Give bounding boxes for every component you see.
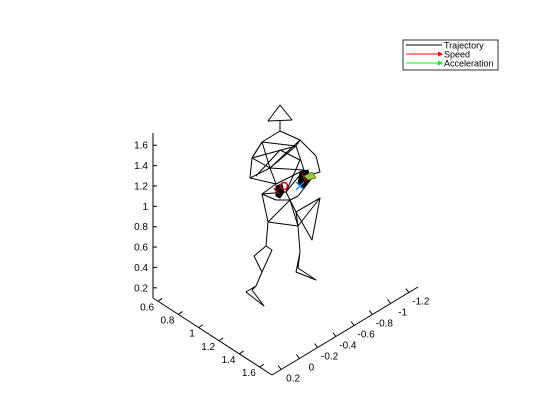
x_axis-tick-label: -1 [398, 308, 407, 319]
legend-label-acceleration: Acceleration [444, 59, 494, 69]
skeleton-leg-right [295, 225, 317, 281]
z_axis-tick-label: 0.4 [134, 263, 148, 274]
y_axis-tick-mark [239, 350, 244, 355]
z_axis-tick-label: 0.8 [134, 222, 148, 233]
z_axis-tick-label: 1.2 [134, 181, 148, 192]
skeleton-torso-e [255, 149, 301, 193]
y_axis-tick-mark [178, 311, 183, 315]
skeleton-arm-left [261, 191, 291, 201]
z_axis-tick-label: 0.2 [134, 283, 148, 294]
legend-label-trajectory: Trajectory [444, 41, 484, 51]
x_axis-tick-mark [350, 321, 355, 326]
skeleton-leg-left [245, 221, 269, 307]
x_axis-tick-mark [295, 354, 300, 359]
y_axis-tick-label: 0.6 [140, 302, 154, 313]
cross-marker [295, 181, 305, 191]
x-axis-line [271, 286, 419, 376]
x_axis-tick-label: -1.2 [412, 297, 430, 308]
y_axis-tick-mark [157, 297, 163, 302]
y_axis-tick-mark [259, 363, 265, 368]
skeleton-hips [261, 193, 299, 227]
y_axis-tick-label: 1 [189, 329, 195, 340]
acceleration-marker [303, 171, 317, 181]
speed-ring-marker [279, 181, 289, 191]
axes-frame [152, 133, 419, 376]
skeleton-torso-d [251, 141, 297, 169]
x_axis-tick-label: -0.6 [358, 330, 376, 341]
x_axis-tick-mark [277, 365, 282, 370]
x_axis-tick-mark [405, 288, 410, 293]
x_axis-tick-label: -0.4 [339, 341, 357, 352]
skeleton-torso-c [261, 167, 305, 195]
legend-entry-trajectory: Trajectory [406, 41, 484, 51]
y-axis-line [152, 297, 273, 376]
z_axis-tick-label: 1.4 [134, 161, 148, 172]
y_axis-tick-mark [198, 324, 204, 329]
x-axis-ticks: 0.2 0 -0.2-0.4-0.6-0.8 -1 -1.2 [277, 288, 430, 385]
skeleton-torso-b [249, 139, 301, 179]
z_axis-tick-label: 0.6 [134, 243, 148, 254]
y_axis-tick-label: 0.8 [161, 315, 175, 326]
skeleton-thigh-right [295, 197, 321, 241]
x_axis-tick-label: 0 [309, 363, 315, 374]
y_axis-tick-label: 1.6 [242, 368, 256, 379]
y_axis-tick-mark [218, 337, 224, 342]
z_axis-tick-label: 1 [142, 202, 148, 213]
x_axis-tick-mark [368, 310, 373, 315]
x_axis-tick-label: 0.2 [286, 374, 300, 385]
skeleton-leg-left-inner [261, 245, 273, 273]
left-hand-markers [273, 181, 289, 199]
skeleton-figure [245, 104, 321, 307]
y_axis-tick-label: 1.2 [201, 342, 215, 353]
y-axis-ticks: 0.6 0.8 1 1.2 1.4 1.6 [140, 297, 265, 379]
skeleton-thigh-right-inner [295, 197, 321, 227]
legend-label-speed: Speed [444, 50, 470, 60]
y_axis-tick-label: 1.4 [222, 355, 236, 366]
x_axis-tick-label: -0.2 [321, 352, 339, 363]
x_axis-tick-mark [332, 332, 337, 337]
legend: Trajectory Speed Acceleration [402, 39, 499, 71]
x_axis-tick-label: -0.8 [376, 319, 394, 330]
z_axis-tick-label: 1.6 [134, 141, 148, 152]
z-axis-ticks: 0.2 0.4 0.6 0.8 1 1.2 1.4 1.6 [134, 141, 157, 294]
legend-entry-speed: Speed [406, 50, 470, 60]
legend-entry-acceleration: Acceleration [406, 59, 494, 69]
x_axis-tick-mark [314, 343, 319, 348]
right-hand-markers [297, 169, 317, 189]
skeleton-hip-cross [267, 199, 299, 227]
skeleton-head [267, 104, 293, 122]
x_axis-tick-mark [387, 299, 392, 304]
